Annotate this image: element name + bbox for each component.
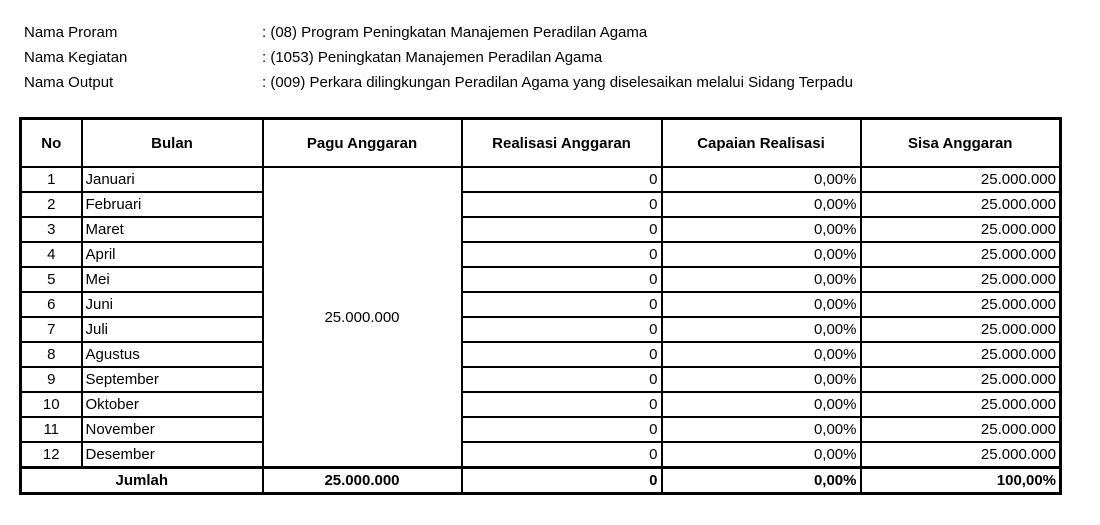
cell-bulan: November: [80, 416, 264, 443]
cell-realisasi: 0: [460, 441, 663, 469]
cell-realisasi: 0: [460, 166, 663, 193]
table-row: 5 Mei 0 0,00% 25.000.000: [19, 266, 1062, 293]
cell-capaian: 0,00%: [660, 441, 862, 469]
table-row: 2 Februari 0 0,00% 25.000.000: [19, 191, 1062, 218]
cell-capaian: 0,00%: [660, 241, 862, 268]
cell-no: 10: [19, 391, 83, 418]
kegiatan-label: Nama Kegiatan: [24, 49, 128, 66]
table-row: 10 Oktober 0 0,00% 25.000.000: [19, 391, 1062, 418]
total-sisa: 100,00%: [859, 466, 1062, 495]
cell-bulan: April: [80, 241, 264, 268]
cell-capaian: 0,00%: [660, 366, 862, 393]
cell-no: 7: [19, 316, 83, 343]
cell-bulan: Desember: [80, 441, 264, 469]
cell-bulan: Agustus: [80, 341, 264, 368]
cell-sisa: 25.000.000: [859, 166, 1062, 193]
cell-capaian: 0,00%: [660, 191, 862, 218]
cell-no: 9: [19, 366, 83, 393]
cell-bulan: September: [80, 366, 264, 393]
cell-sisa: 25.000.000: [859, 216, 1062, 243]
cell-sisa: 25.000.000: [859, 441, 1062, 469]
cell-no: 11: [19, 416, 83, 443]
cell-no: 1: [19, 166, 83, 193]
table-row: 7 Juli 0 0,00% 25.000.000: [19, 316, 1062, 343]
total-realisasi: 0: [460, 466, 663, 495]
header-sisa: Sisa Anggaran: [859, 117, 1062, 168]
cell-realisasi: 0: [460, 216, 663, 243]
table-row: 8 Agustus 0 0,00% 25.000.000: [19, 341, 1062, 368]
program-value: : (08) Program Peningkatan Manajemen Per…: [262, 24, 648, 41]
cell-no: 5: [19, 266, 83, 293]
kegiatan-row: Nama Kegiatan : (1053) Peningkatan Manaj…: [24, 45, 1074, 70]
cell-realisasi: 0: [460, 416, 663, 443]
cell-sisa: 25.000.000: [859, 241, 1062, 268]
cell-capaian: 0,00%: [660, 416, 862, 443]
cell-bulan: Juni: [80, 291, 264, 318]
cell-capaian: 0,00%: [660, 316, 862, 343]
header-realisasi: Realisasi Anggaran: [460, 117, 663, 168]
cell-no: 3: [19, 216, 83, 243]
cell-capaian: 0,00%: [660, 166, 862, 193]
cell-sisa: 25.000.000: [859, 316, 1062, 343]
kegiatan-value: : (1053) Peningkatan Manajemen Peradilan…: [262, 49, 603, 66]
cell-realisasi: 0: [460, 366, 663, 393]
table-row: 4 April 0 0,00% 25.000.000: [19, 241, 1062, 268]
total-row: Jumlah 25.000.000 0 0,00% 100,00%: [19, 466, 1062, 495]
cell-no: 8: [19, 341, 83, 368]
cell-realisasi: 0: [460, 191, 663, 218]
output-value: : (009) Perkara dilingkungan Peradilan A…: [262, 74, 853, 91]
table-row: 9 September 0 0,00% 25.000.000: [19, 366, 1062, 393]
header-pagu: Pagu Anggaran: [261, 117, 463, 168]
table-row: 1 Januari 25.000.000 0 0,00% 25.000.000: [19, 166, 1062, 469]
cell-sisa: 25.000.000: [859, 291, 1062, 318]
table-row: 3 Maret 0 0,00% 25.000.000: [19, 216, 1062, 243]
total-pagu: 25.000.000: [261, 466, 463, 495]
total-label: Jumlah: [19, 466, 264, 495]
cell-sisa: 25.000.000: [859, 191, 1062, 218]
cell-sisa: 25.000.000: [859, 341, 1062, 368]
table-header-row: No Bulan Pagu Anggaran Realisasi Anggara…: [19, 117, 1062, 168]
cell-realisasi: 0: [460, 391, 663, 418]
cell-capaian: 0,00%: [660, 391, 862, 418]
output-label: Nama Output: [24, 74, 114, 91]
cell-no: 6: [19, 291, 83, 318]
table-row: 6 Juni 0 0,00% 25.000.000: [19, 291, 1062, 318]
cell-realisasi: 0: [460, 341, 663, 368]
document-info: Nama Proram : (08) Program Peningkatan M…: [24, 20, 1074, 95]
cell-bulan: Juli: [80, 316, 264, 343]
cell-capaian: 0,00%: [660, 266, 862, 293]
cell-pagu-merged: 25.000.000: [261, 166, 463, 469]
cell-realisasi: 0: [460, 291, 663, 318]
cell-no: 2: [19, 191, 83, 218]
budget-table: No Bulan Pagu Anggaran Realisasi Anggara…: [19, 117, 1062, 495]
cell-capaian: 0,00%: [660, 341, 862, 368]
output-row: Nama Output : (009) Perkara dilingkungan…: [24, 70, 1074, 95]
program-label: Nama Proram: [24, 24, 118, 41]
total-capaian: 0,00%: [660, 466, 862, 495]
cell-capaian: 0,00%: [660, 216, 862, 243]
header-no: No: [19, 117, 83, 168]
cell-sisa: 25.000.000: [859, 366, 1062, 393]
cell-bulan: Oktober: [80, 391, 264, 418]
header-capaian: Capaian Realisasi: [660, 117, 862, 168]
cell-bulan: Februari: [80, 191, 264, 218]
table-row: 12 Desember 0 0,00% 25.000.000: [19, 441, 1062, 469]
cell-realisasi: 0: [460, 316, 663, 343]
cell-capaian: 0,00%: [660, 291, 862, 318]
cell-bulan: Maret: [80, 216, 264, 243]
cell-sisa: 25.000.000: [859, 266, 1062, 293]
table-row: 11 November 0 0,00% 25.000.000: [19, 416, 1062, 443]
cell-bulan: Januari: [80, 166, 264, 193]
cell-sisa: 25.000.000: [859, 416, 1062, 443]
cell-no: 4: [19, 241, 83, 268]
program-row: Nama Proram : (08) Program Peningkatan M…: [24, 20, 1074, 45]
cell-realisasi: 0: [460, 266, 663, 293]
cell-no: 12: [19, 441, 83, 469]
cell-bulan: Mei: [80, 266, 264, 293]
header-bulan: Bulan: [80, 117, 264, 168]
cell-sisa: 25.000.000: [859, 391, 1062, 418]
cell-realisasi: 0: [460, 241, 663, 268]
